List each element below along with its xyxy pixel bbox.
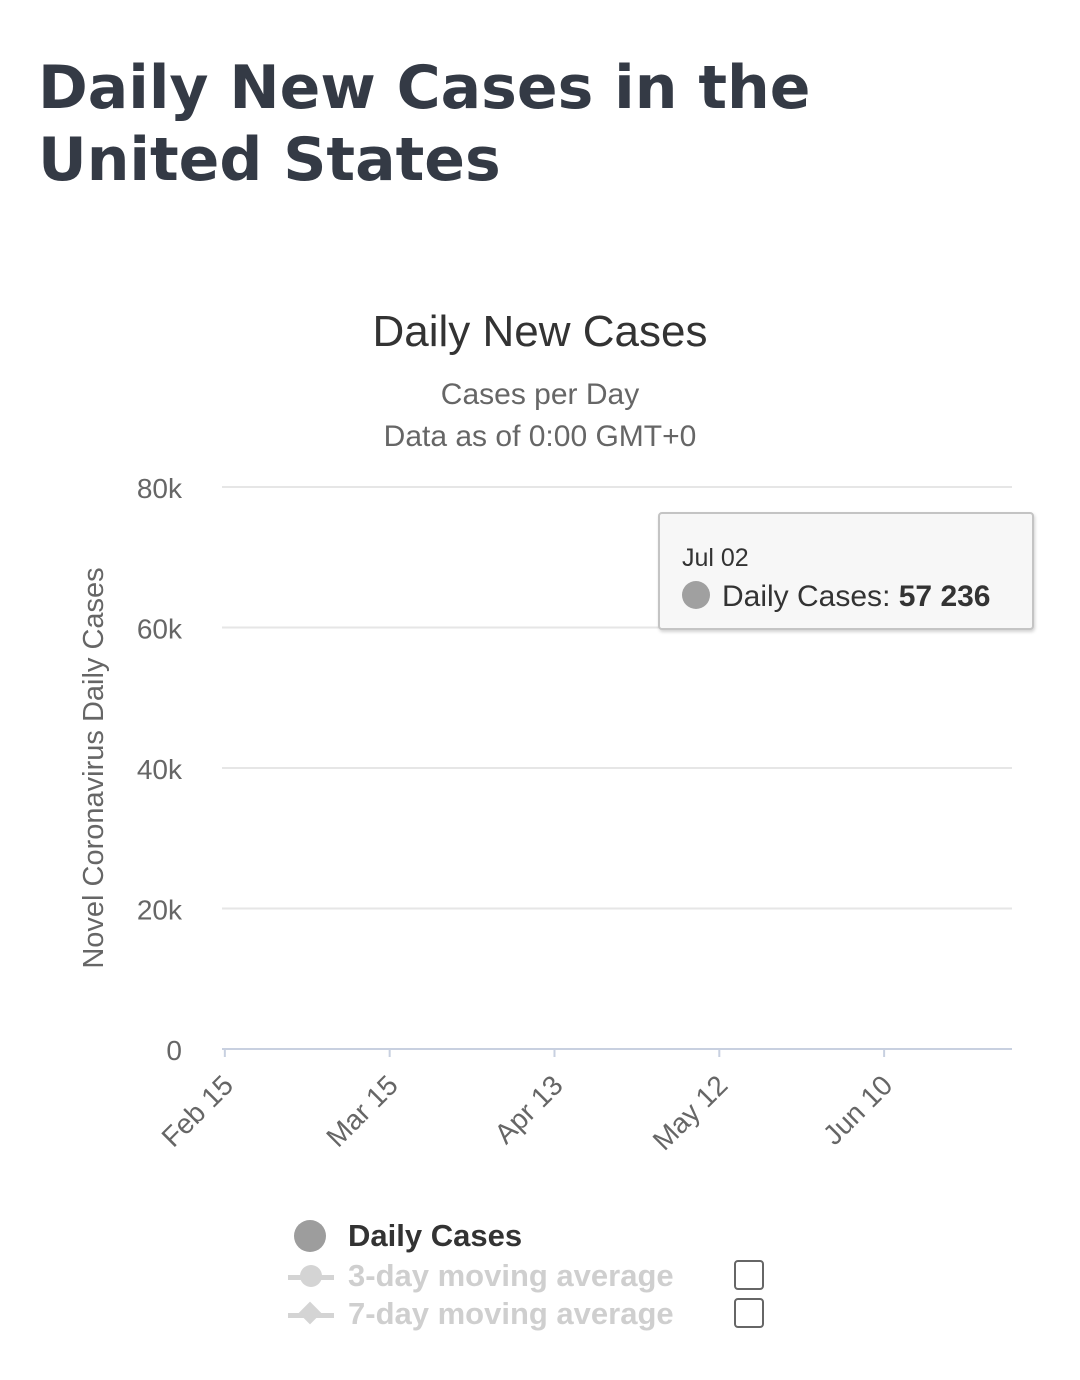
y-tick-label: 60k (137, 614, 183, 645)
y-axis-label: Novel Coronavirus Daily Cases (78, 567, 110, 968)
chart-subtitle: Cases per Day (441, 378, 639, 411)
legend: Daily Cases 3-day moving average 7-day m… (288, 1216, 788, 1346)
legend-diamond-marker-icon (298, 1301, 322, 1325)
legend-dot-icon (294, 1220, 326, 1252)
legend-item-7-day-average[interactable]: 7-day moving average (288, 1294, 768, 1334)
x-tick-label: Feb 15 (156, 1069, 240, 1153)
x-tick-label: May 12 (647, 1069, 734, 1156)
x-tick-label: Mar 15 (320, 1069, 404, 1153)
y-tick-label: 40k (137, 754, 183, 785)
legend-label-3-day-average: 3-day moving average (348, 1258, 674, 1293)
tooltip-row: Daily Cases: 57 236 (682, 580, 991, 614)
tooltip-colon: : (882, 580, 899, 613)
legend-item-3-day-average[interactable]: 3-day moving average (288, 1256, 768, 1296)
tooltip-date: Jul 02 (682, 544, 749, 572)
tooltip-value: 57 236 (898, 580, 991, 613)
x-tick-label: Apr 13 (488, 1069, 568, 1149)
y-tick-label: 20k (137, 895, 183, 926)
y-tick-label: 80k (137, 473, 183, 504)
tooltip: Jul 02 Daily Cases: 57 236 (658, 512, 1034, 630)
legend-label-7-day-average: 7-day moving average (348, 1296, 674, 1331)
y-axis-ticks: 0 20k 40k 60k 80k (137, 473, 183, 1066)
x-axis-ticks: Feb 15 Mar 15 Apr 13 May 12 Jun 10 (156, 1049, 898, 1156)
page-title: Daily New Cases in the United States (38, 53, 811, 195)
chart-title: Daily New Cases (373, 307, 708, 356)
legend-checkbox-3-day[interactable] (734, 1260, 764, 1290)
legend-item-daily-cases[interactable]: Daily Cases (288, 1216, 588, 1256)
legend-circle-marker-icon (300, 1265, 322, 1287)
legend-label-daily-cases: Daily Cases (348, 1218, 523, 1253)
x-tick-label: Jun 10 (817, 1069, 898, 1150)
tooltip-series-name: Daily Cases (722, 580, 883, 613)
y-tick-label: 0 (166, 1035, 182, 1066)
legend-checkbox-7-day[interactable] (734, 1298, 764, 1328)
tooltip-series-dot-icon (682, 581, 710, 609)
chart-subtitle-date: Data as of 0:00 GMT+0 (384, 420, 697, 453)
